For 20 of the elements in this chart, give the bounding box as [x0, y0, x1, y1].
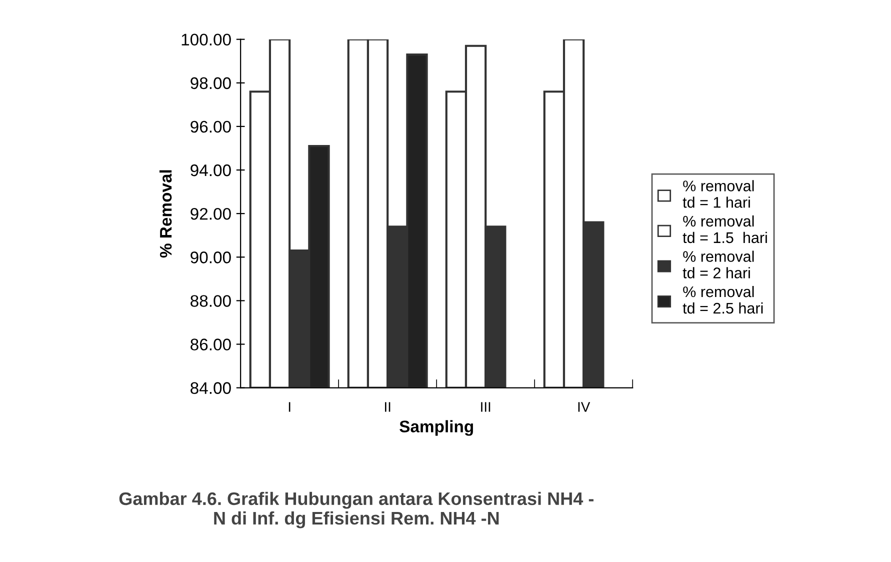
- y-tick-label: 84.00: [190, 382, 231, 394]
- legend-label: % removal td = 1.5 hari: [682, 215, 767, 244]
- y-tick-label: 96.00: [190, 120, 231, 133]
- legend-label: % removal td = 2 hari: [682, 250, 754, 278]
- y-tick-label: 88.00: [190, 295, 231, 307]
- y-tick-label: 94.00: [190, 164, 231, 176]
- legend-label: % removal td = 2.5 hari: [682, 286, 763, 314]
- y-tick-label: 98.00: [190, 77, 231, 90]
- y-tick-label: 92.00: [190, 208, 231, 220]
- x-tick-label: III: [481, 402, 490, 412]
- legend-label: % removal td = 1 hari: [682, 180, 754, 208]
- x-tick-label: IV: [578, 402, 590, 412]
- y-tick-label: 90.00: [190, 252, 231, 264]
- x-axis-title: Sampling: [400, 420, 473, 436]
- y-axis-title: % Removal: [159, 170, 172, 258]
- x-tick-label: I: [288, 402, 290, 412]
- y-tick-label: 86.00: [190, 338, 231, 350]
- x-tick-label: II: [385, 402, 390, 412]
- text: Gambar 4.6. Grafik Hubungan antara Konsentrasi NH4 - N di Inf. dg Efisiensi Rem. NH4 -N: [119, 492, 594, 528]
- y-tick-label: 100.00: [182, 34, 231, 46]
